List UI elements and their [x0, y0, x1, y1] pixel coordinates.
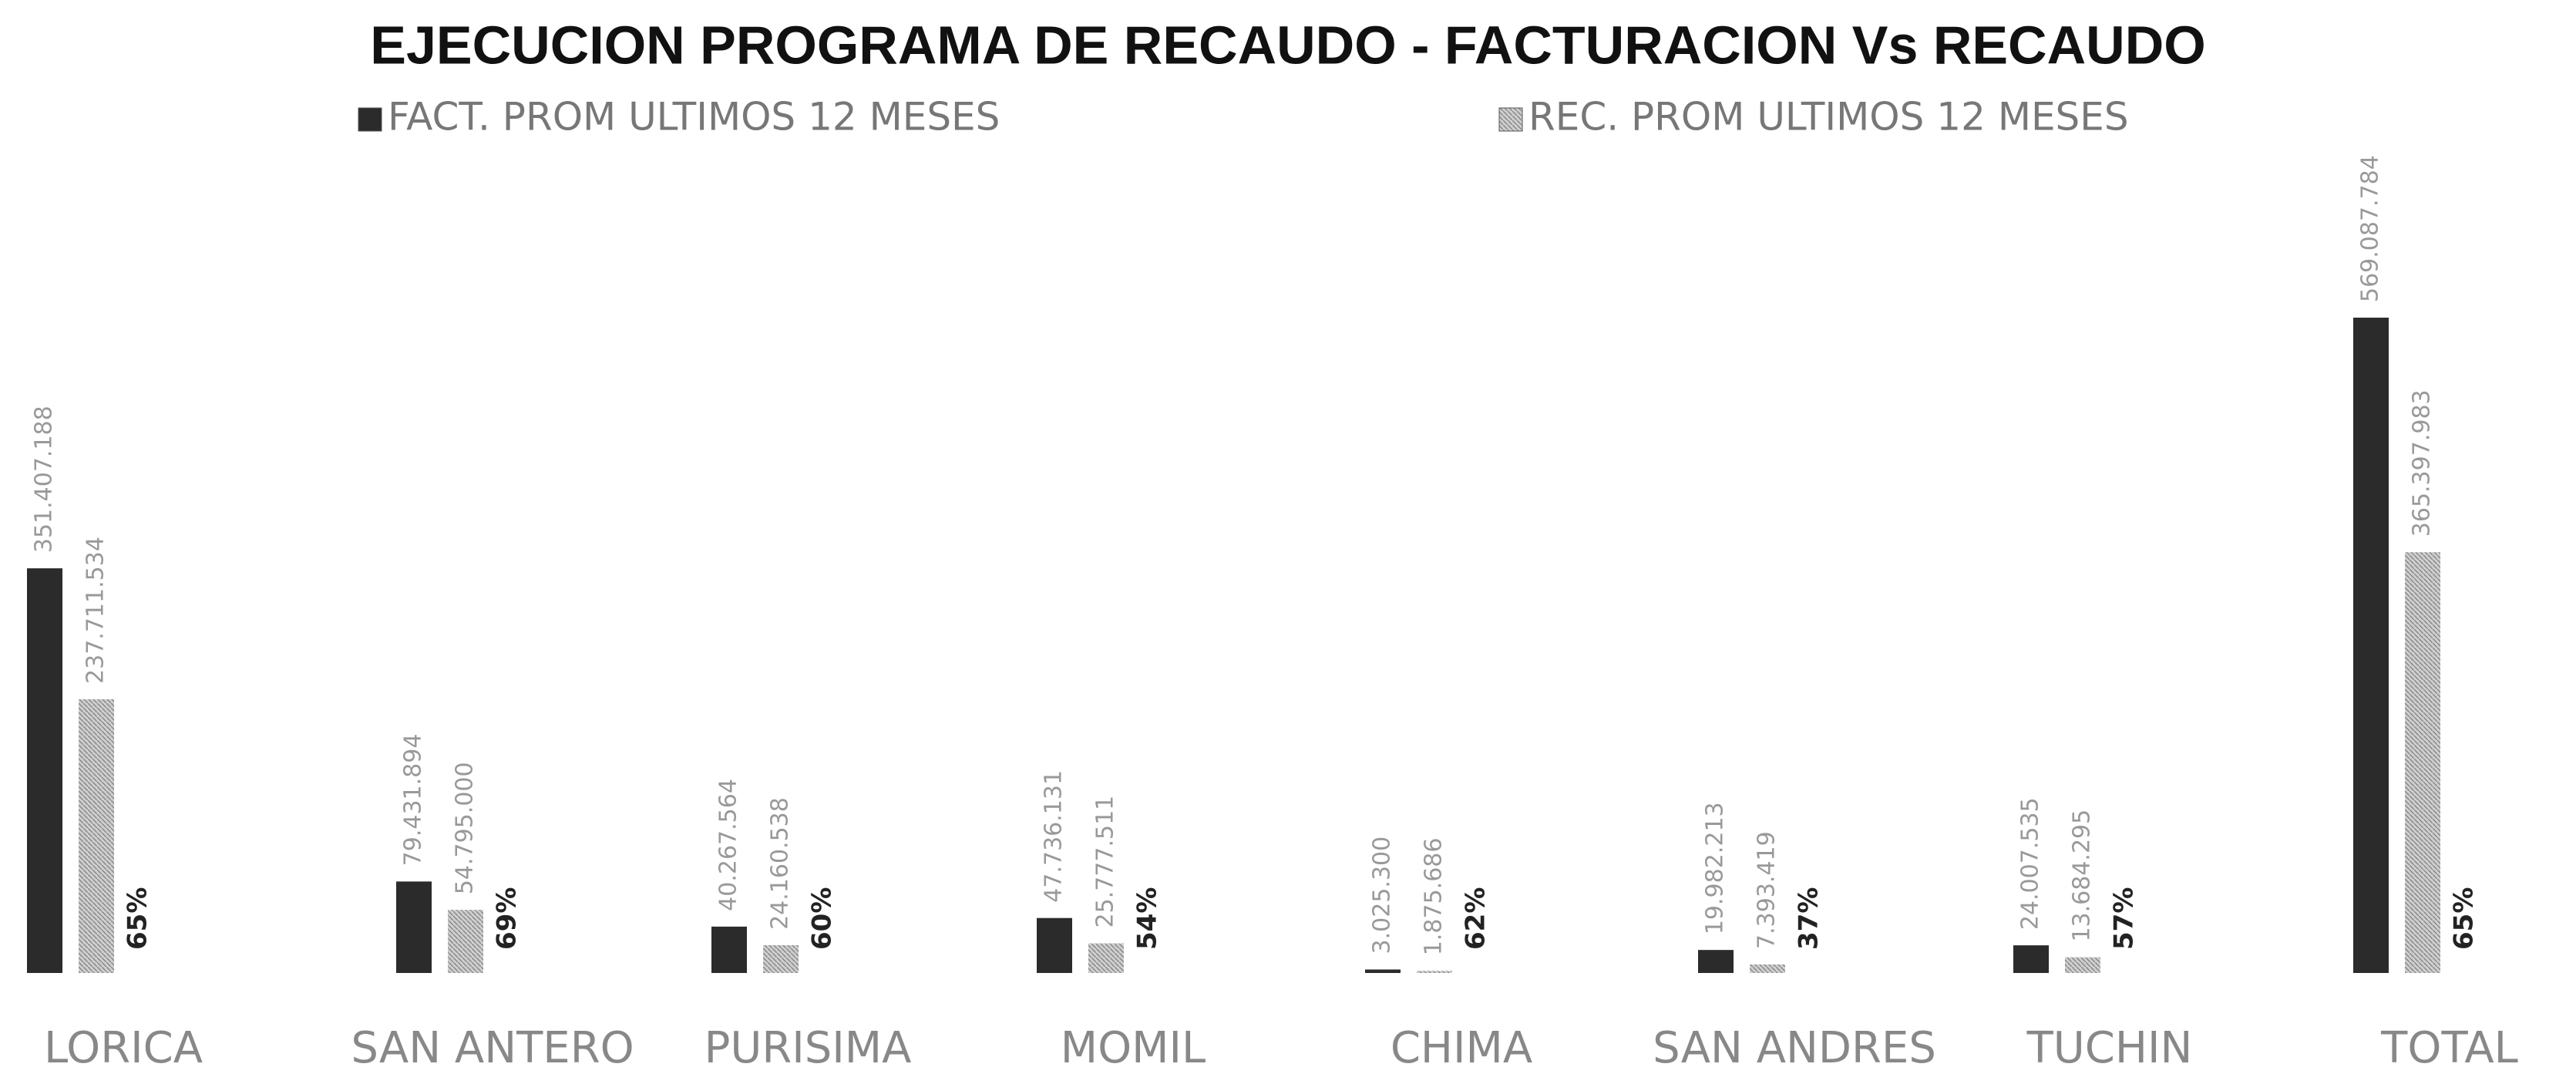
data-label: 54.795.000 — [452, 762, 479, 894]
bar — [448, 910, 483, 973]
data-label: 237.711.534 — [82, 537, 109, 684]
bar — [1088, 943, 1124, 973]
data-label: 13.684.295 — [2069, 810, 2096, 942]
percentage-label: 65% — [123, 887, 153, 950]
data-label: 351.407.188 — [31, 406, 58, 553]
bar — [711, 926, 747, 973]
data-label: 7.393.419 — [1754, 831, 1781, 949]
percentage-label: 57% — [2109, 887, 2140, 950]
bar — [1417, 971, 1452, 973]
bar — [2353, 318, 2389, 973]
legend-swatch — [358, 107, 382, 132]
bar — [27, 568, 62, 973]
percentage-label: 37% — [1794, 887, 1824, 950]
x-tick-label: PURISIMA — [705, 1023, 912, 1073]
data-label: 1.875.686 — [1421, 838, 1448, 956]
bar — [1698, 950, 1734, 973]
bar — [79, 699, 114, 973]
data-label: 3.025.300 — [1369, 837, 1396, 954]
bar — [396, 881, 432, 973]
data-label: 25.777.511 — [1092, 796, 1119, 928]
legend-label: FACT. PROM ULTIMOS 12 MESES — [388, 95, 1000, 140]
chart-title: EJECUCION PROGRAMA DE RECAUDO - FACTURAC… — [370, 15, 2205, 75]
percentage-label: 65% — [2449, 887, 2480, 950]
data-label: 47.736.131 — [1041, 770, 1068, 903]
bar — [1750, 964, 1785, 973]
bar — [1037, 917, 1072, 973]
x-tick-label: MOMIL — [1061, 1023, 1206, 1073]
legend-swatch — [1498, 107, 1523, 132]
percentage-label: 69% — [492, 887, 523, 950]
data-label: 19.982.213 — [1702, 802, 1729, 934]
percentage-label: 62% — [1461, 887, 1491, 950]
bar — [2065, 957, 2100, 973]
data-label: 24.160.538 — [767, 797, 794, 930]
data-label: 24.007.535 — [2017, 797, 2044, 930]
percentage-label: 60% — [807, 887, 838, 950]
bar — [1365, 969, 1401, 973]
bar — [2405, 552, 2440, 973]
x-tick-label: SAN ANTERO — [351, 1023, 634, 1073]
legend-label: REC. PROM ULTIMOS 12 MESES — [1528, 95, 2129, 140]
data-label: 79.431.894 — [400, 734, 427, 867]
bar — [2013, 945, 2049, 973]
x-tick-label: TOTAL — [2380, 1023, 2518, 1073]
x-tick-label: TUCHIN — [2026, 1023, 2193, 1073]
data-label: 569.087.784 — [2357, 155, 2384, 302]
x-tick-label: CHIMA — [1391, 1023, 1532, 1073]
data-label: 365.397.983 — [2409, 389, 2436, 537]
bar — [763, 944, 799, 973]
x-tick-label: SAN ANDRES — [1653, 1023, 1936, 1073]
x-tick-label: LORICA — [44, 1023, 203, 1073]
data-label: 40.267.564 — [715, 779, 742, 911]
percentage-label: 54% — [1132, 887, 1163, 950]
